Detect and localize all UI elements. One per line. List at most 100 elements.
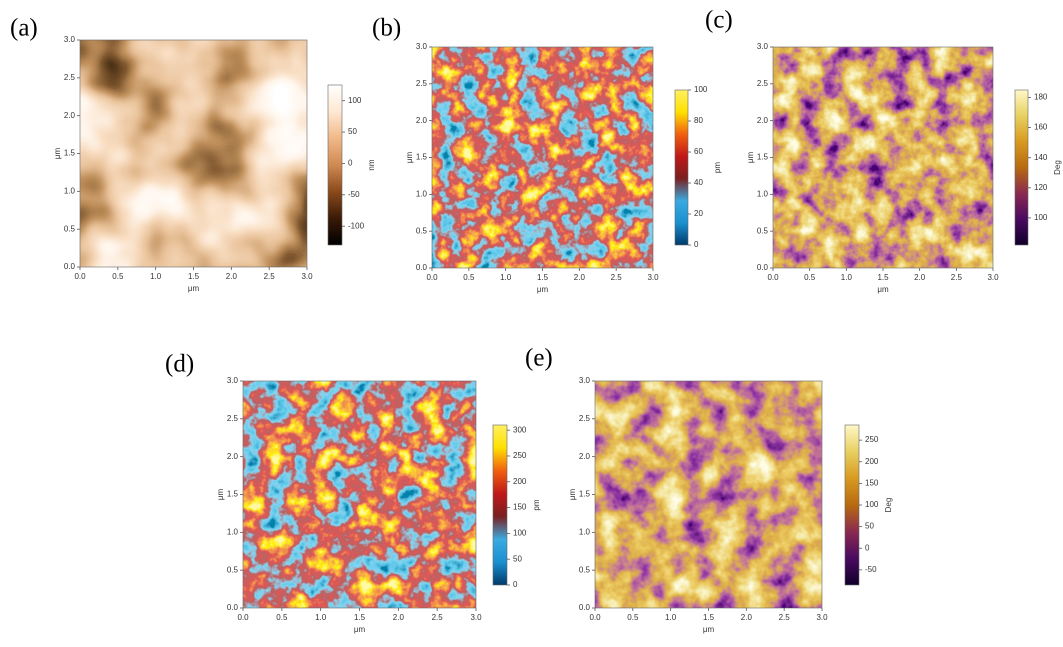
x-tick-label: 1.0 <box>841 273 853 282</box>
x-tick-label: 0.5 <box>276 613 288 622</box>
y-tick-label: 2.5 <box>64 73 76 82</box>
x-tick-label: 1.5 <box>537 273 549 282</box>
y-tick-label: 3.0 <box>416 42 428 51</box>
x-tick-label: 2.0 <box>226 272 238 281</box>
y-tick-label: 1.0 <box>416 189 428 198</box>
colorbar-tick-label: 60 <box>694 147 703 156</box>
x-tick-label: 1.5 <box>188 272 200 281</box>
colorbar-tick-label: 200 <box>865 457 879 466</box>
colorbar-tick-label: -100 <box>348 221 365 230</box>
colorbar-tick-label: 120 <box>1034 183 1048 192</box>
afm-image <box>80 40 307 267</box>
y-tick-label: 2.0 <box>416 116 428 125</box>
x-tick-label: 3.0 <box>301 272 313 281</box>
x-tick-label: 2.5 <box>779 613 791 622</box>
y-tick-label: 1.5 <box>416 153 428 162</box>
x-tick-label: 0.0 <box>237 613 249 622</box>
x-tick-label: 2.5 <box>951 273 963 282</box>
x-tick-label: 0.5 <box>804 273 816 282</box>
y-tick-label: 3.0 <box>64 35 76 44</box>
y-tick-label: 3.0 <box>757 42 769 51</box>
x-tick-label: 3.0 <box>470 613 482 622</box>
x-axis-label: μm <box>188 284 200 293</box>
colorbar-label: Deg <box>884 498 893 513</box>
panel-label: (d) <box>165 351 194 378</box>
colorbar-tick-label: 0 <box>348 159 353 168</box>
y-tick-label: 1.5 <box>757 153 769 162</box>
y-axis-label: μm <box>568 489 577 501</box>
colorbar-label: pm <box>532 499 541 510</box>
x-tick-label: 0.0 <box>589 613 601 622</box>
colorbar-tick-label: 50 <box>513 554 522 563</box>
y-tick-label: 3.0 <box>579 376 591 385</box>
colorbar-tick-label: 50 <box>865 522 874 531</box>
colorbar-tick-label: 250 <box>865 435 879 444</box>
colorbar <box>845 425 859 585</box>
x-tick-label: 0.0 <box>426 273 438 282</box>
colorbar-tick-label: 50 <box>348 127 357 136</box>
x-axis-label: μm <box>877 285 889 294</box>
x-tick-label: 3.0 <box>987 273 999 282</box>
y-tick-label: 0.5 <box>64 224 76 233</box>
y-tick-label: 2.5 <box>579 414 591 423</box>
colorbar-tick-label: 250 <box>513 451 527 460</box>
y-tick-label: 2.0 <box>227 452 239 461</box>
x-tick-label: 2.5 <box>611 273 623 282</box>
y-axis-label: μm <box>405 152 414 164</box>
y-axis-label: μm <box>53 148 62 160</box>
afm-image <box>432 47 653 268</box>
colorbar-tick-label: -50 <box>348 190 360 199</box>
x-tick-label: 2.0 <box>741 613 753 622</box>
colorbar-tick-label: -50 <box>865 565 877 574</box>
y-tick-label: 3.0 <box>227 376 239 385</box>
afm-image <box>595 381 822 608</box>
x-tick-label: 0.0 <box>767 273 779 282</box>
x-tick-label: 0.5 <box>112 272 124 281</box>
colorbar-tick-label: 140 <box>1034 153 1048 162</box>
y-axis-label: μm <box>216 489 225 501</box>
afm-image <box>773 47 993 268</box>
y-tick-label: 0.5 <box>416 226 428 235</box>
colorbar-tick-label: 100 <box>513 528 527 537</box>
colorbar-tick-label: 100 <box>348 96 362 105</box>
colorbar-tick-label: 200 <box>513 477 527 486</box>
y-tick-label: 2.5 <box>416 79 428 88</box>
y-tick-label: 0.5 <box>757 226 769 235</box>
x-tick-label: 1.5 <box>354 613 366 622</box>
y-tick-label: 1.0 <box>757 189 769 198</box>
colorbar-tick-label: 0 <box>865 543 870 552</box>
x-tick-label: 2.0 <box>393 613 405 622</box>
colorbar-label: pm <box>713 162 722 173</box>
y-tick-label: 0.0 <box>227 603 239 612</box>
y-tick-label: 2.0 <box>757 116 769 125</box>
colorbar <box>493 425 507 585</box>
y-tick-label: 0.0 <box>416 263 428 272</box>
y-tick-label: 0.0 <box>757 263 769 272</box>
colorbar-tick-label: 0 <box>694 240 699 249</box>
afm-image <box>243 381 476 608</box>
y-tick-label: 0.0 <box>64 262 76 271</box>
x-tick-label: 1.0 <box>665 613 677 622</box>
x-tick-label: 0.5 <box>627 613 639 622</box>
colorbar-tick-label: 20 <box>694 209 703 218</box>
x-axis-label: μm <box>537 285 549 294</box>
x-tick-label: 1.5 <box>703 613 715 622</box>
y-tick-label: 0.0 <box>579 603 591 612</box>
colorbar-tick-label: 160 <box>1034 123 1048 132</box>
x-axis-label: μm <box>354 625 366 634</box>
panel-label: (a) <box>10 15 38 42</box>
colorbar-tick-label: 40 <box>694 178 703 187</box>
x-tick-label: 3.0 <box>816 613 828 622</box>
colorbar-tick-label: 180 <box>1034 93 1048 102</box>
colorbar <box>1015 90 1028 245</box>
colorbar <box>675 90 688 245</box>
x-tick-label: 2.5 <box>264 272 276 281</box>
colorbar-tick-label: 150 <box>865 478 879 487</box>
y-tick-label: 0.5 <box>579 565 591 574</box>
colorbar-tick-label: 0 <box>513 580 518 589</box>
x-tick-label: 1.0 <box>150 272 162 281</box>
panel-label: (e) <box>525 345 553 372</box>
y-tick-label: 2.0 <box>579 452 591 461</box>
x-tick-label: 1.0 <box>315 613 327 622</box>
colorbar-label: nm <box>367 159 376 170</box>
